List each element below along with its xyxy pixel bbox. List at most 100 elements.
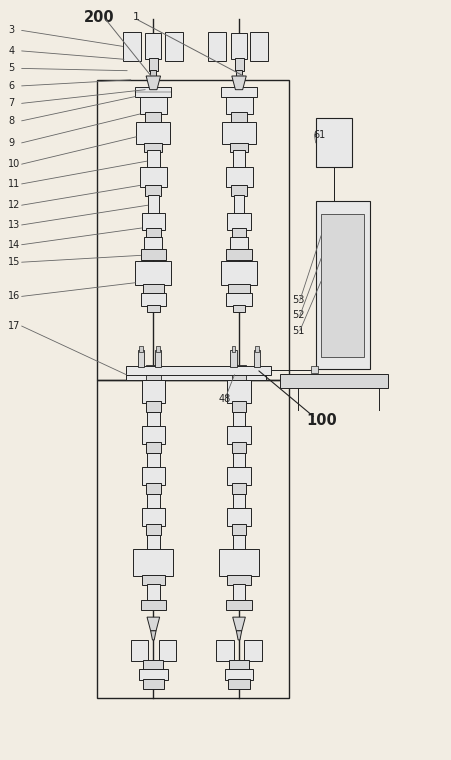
- Polygon shape: [233, 617, 245, 631]
- Bar: [235, 58, 244, 71]
- Text: 13: 13: [8, 220, 20, 230]
- Bar: [144, 237, 162, 251]
- Bar: [316, 118, 352, 167]
- Bar: [150, 70, 156, 76]
- Bar: [232, 524, 246, 535]
- Text: 5: 5: [8, 63, 14, 74]
- Bar: [146, 524, 161, 535]
- Bar: [139, 346, 143, 352]
- Polygon shape: [232, 76, 246, 90]
- Bar: [227, 467, 251, 485]
- Bar: [219, 549, 259, 576]
- Bar: [133, 549, 173, 576]
- Bar: [232, 442, 246, 453]
- Text: 100: 100: [307, 413, 337, 428]
- Bar: [230, 350, 237, 367]
- Bar: [233, 494, 245, 508]
- Bar: [142, 426, 165, 444]
- Polygon shape: [146, 76, 161, 90]
- Bar: [140, 167, 167, 187]
- Bar: [226, 97, 253, 114]
- Bar: [316, 201, 370, 369]
- Text: 9: 9: [8, 138, 14, 148]
- Bar: [147, 494, 160, 508]
- Bar: [135, 87, 171, 97]
- Bar: [233, 584, 245, 600]
- Text: 4: 4: [8, 46, 14, 56]
- Bar: [145, 112, 161, 122]
- Text: 3: 3: [8, 25, 14, 36]
- Polygon shape: [151, 631, 156, 640]
- Bar: [226, 249, 252, 260]
- Bar: [232, 346, 235, 352]
- Bar: [146, 442, 161, 453]
- Text: 48: 48: [219, 394, 231, 404]
- Bar: [159, 640, 176, 661]
- Text: 6: 6: [8, 81, 14, 91]
- Bar: [140, 97, 167, 114]
- Bar: [229, 660, 249, 670]
- Bar: [131, 640, 148, 661]
- Bar: [255, 346, 259, 352]
- Bar: [147, 412, 160, 426]
- Bar: [123, 32, 141, 61]
- Bar: [221, 261, 257, 285]
- Polygon shape: [147, 617, 160, 631]
- Bar: [232, 228, 246, 237]
- Text: 17: 17: [8, 321, 20, 331]
- Bar: [231, 33, 247, 59]
- Bar: [228, 679, 250, 689]
- Bar: [311, 366, 318, 373]
- Bar: [227, 380, 251, 403]
- Bar: [143, 679, 164, 689]
- Bar: [143, 284, 164, 293]
- Bar: [221, 87, 257, 97]
- Bar: [280, 374, 388, 388]
- Text: 10: 10: [8, 159, 20, 169]
- Text: 61: 61: [313, 129, 326, 140]
- Bar: [227, 213, 251, 230]
- Bar: [138, 350, 144, 367]
- Bar: [230, 143, 248, 152]
- Bar: [143, 660, 163, 670]
- Bar: [145, 33, 161, 59]
- Bar: [136, 122, 170, 144]
- Bar: [147, 584, 160, 600]
- Text: 8: 8: [8, 116, 14, 126]
- Bar: [155, 350, 161, 367]
- Bar: [234, 195, 244, 213]
- Bar: [165, 32, 183, 61]
- Bar: [233, 453, 245, 467]
- Bar: [233, 535, 245, 549]
- Bar: [142, 467, 165, 485]
- Bar: [142, 380, 165, 403]
- Bar: [142, 508, 165, 526]
- Polygon shape: [236, 631, 242, 640]
- Bar: [227, 426, 251, 444]
- Bar: [126, 366, 271, 375]
- Bar: [156, 346, 160, 352]
- Bar: [126, 369, 266, 380]
- Bar: [321, 214, 364, 357]
- Bar: [148, 195, 159, 213]
- Bar: [146, 228, 161, 237]
- Text: 53: 53: [292, 295, 304, 306]
- Bar: [231, 112, 247, 122]
- Bar: [150, 382, 157, 389]
- Bar: [231, 185, 247, 196]
- Bar: [233, 150, 245, 167]
- Bar: [226, 167, 253, 187]
- Bar: [146, 483, 161, 494]
- Bar: [142, 575, 165, 585]
- Bar: [141, 600, 166, 610]
- Bar: [146, 365, 161, 385]
- Bar: [97, 380, 289, 698]
- Bar: [141, 249, 166, 260]
- Bar: [227, 508, 251, 526]
- Bar: [232, 365, 246, 385]
- Bar: [142, 213, 165, 230]
- Text: 51: 51: [292, 325, 304, 336]
- Bar: [216, 640, 234, 661]
- Bar: [254, 350, 260, 367]
- Bar: [147, 305, 160, 312]
